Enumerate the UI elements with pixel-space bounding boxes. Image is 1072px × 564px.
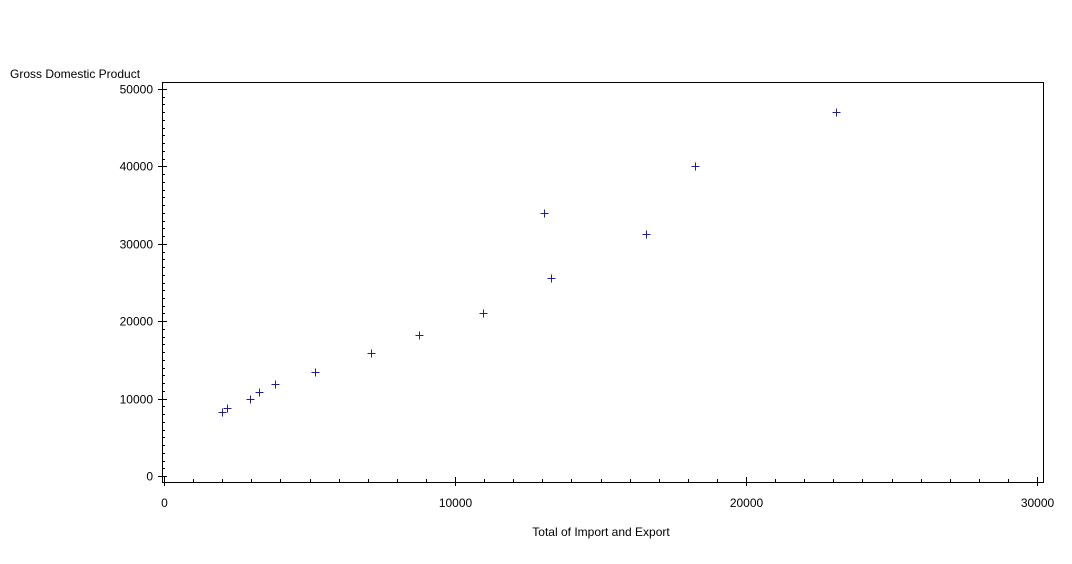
y-tick-label: 10000: [120, 393, 154, 407]
y-tick-label: 0: [146, 470, 153, 484]
x-tick-label: 0: [161, 496, 168, 510]
minor-ticks-group: [162, 97, 1009, 482]
data-point: [415, 331, 424, 340]
plot-frame-group: [162, 82, 1044, 483]
tick-labels-group: 0 10000 20000 30000 40000 50000 0 10000 20000 300…: [120, 83, 1055, 511]
plot-frame: [162, 82, 1044, 483]
y-tick-label: 50000: [120, 83, 154, 97]
x-axis-label: Total of Import and Export: [532, 525, 670, 539]
y-tick-label: 20000: [120, 315, 154, 329]
data-point: [311, 368, 320, 377]
data-point: [218, 408, 227, 417]
y-tick-label: 40000: [120, 160, 154, 174]
data-point: [691, 162, 700, 171]
x-tick-label: 20000: [730, 496, 764, 510]
y-tick-label: 30000: [120, 238, 154, 252]
y-axis-label: Gross Domestic Product: [10, 67, 141, 81]
data-point: [540, 209, 549, 218]
data-point: [547, 274, 556, 283]
data-point: [367, 349, 376, 358]
x-tick-label: 30000: [1021, 496, 1055, 510]
data-point: [246, 395, 255, 404]
data-point: [642, 230, 651, 239]
data-point: [479, 309, 488, 318]
major-ticks-group: [158, 89, 1038, 486]
data-points-group: [218, 108, 841, 417]
x-tick-label: 10000: [439, 496, 473, 510]
data-point: [255, 388, 264, 397]
data-point: [223, 404, 232, 413]
data-point: [832, 108, 841, 117]
data-point: [271, 380, 280, 389]
